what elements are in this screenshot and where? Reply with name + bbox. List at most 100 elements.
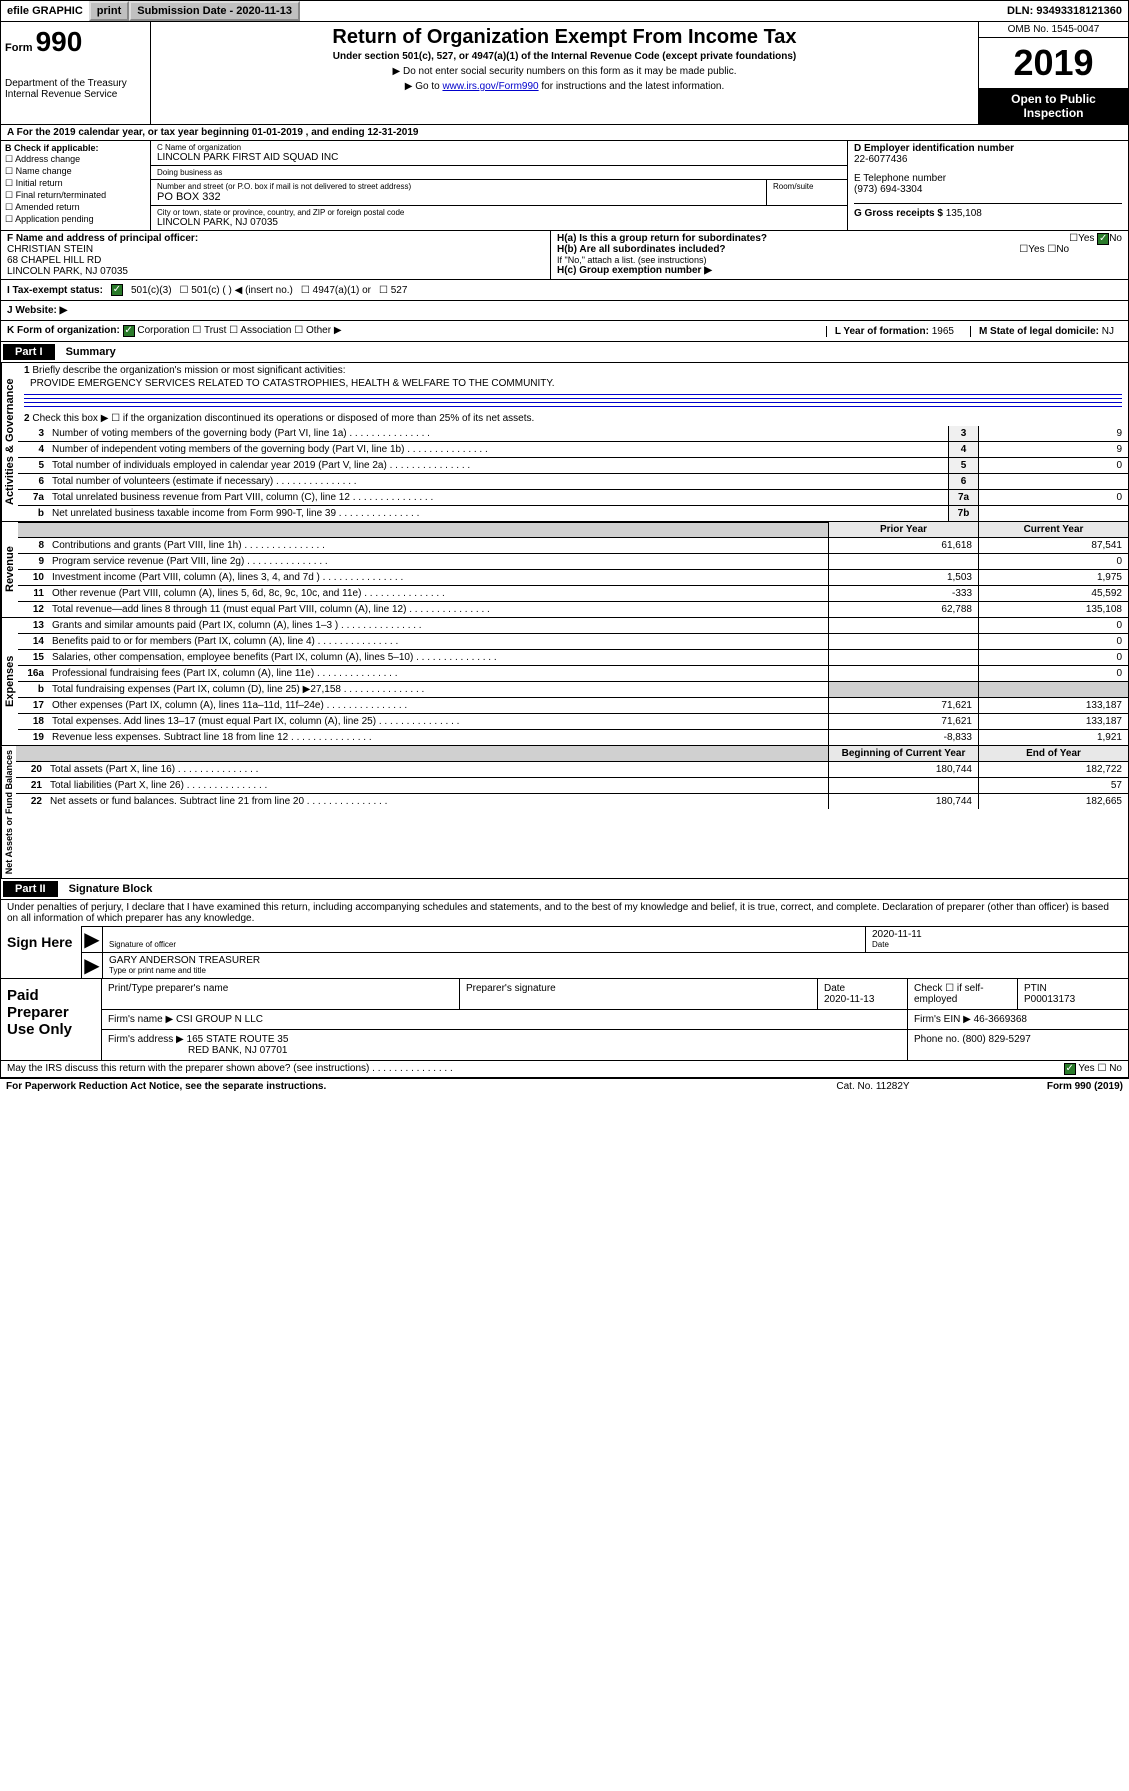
firm-phone: (800) 829-5297 [962,1034,1030,1045]
summary-line: 10 Investment income (Part VIII, column … [18,570,1128,586]
form-title: Return of Organization Exempt From Incom… [155,26,974,49]
ein-value: 22-6077436 [854,154,1122,165]
top-bar: efile GRAPHIC print Submission Date - 20… [0,0,1129,22]
summary-line: 8 Contributions and grants (Part VIII, l… [18,538,1128,554]
summary-line: 4 Number of independent voting members o… [18,442,1128,458]
summary-line: 21 Total liabilities (Part X, line 26) 5… [16,778,1128,794]
phone-row: E Telephone number (973) 694-3304 [854,173,1122,195]
summary-line: 7a Total unrelated business revenue from… [18,490,1128,506]
ptin-value: P00013173 [1024,994,1122,1005]
part2-header-row: Part II Signature Block [0,879,1129,900]
revenue-section: Revenue Prior Year Current Year 8 Contri… [0,522,1129,618]
officer-name-title: GARY ANDERSON TREASURER [109,955,1122,966]
block-h: H(a) Is this a group return for subordin… [551,231,1128,279]
year-formation: 1965 [932,326,954,337]
governance-label: Activities & Governance [1,363,18,521]
check-initial-return[interactable]: ☐ Initial return [5,178,146,189]
print-button[interactable]: print [89,1,129,21]
prior-year-header: Prior Year [828,522,978,537]
officer-addr2: LINCOLN PARK, NJ 07035 [7,266,544,277]
paid-preparer-label: Paid Preparer Use Only [1,979,101,1060]
dln-label: DLN: [1007,5,1033,17]
korg-corp-checkbox[interactable] [123,325,135,337]
summary-line: 3 Number of voting members of the govern… [18,426,1128,442]
street-value: PO BOX 332 [157,191,760,203]
block-b: B Check if applicable: ☐ Address change … [1,141,151,230]
summary-line: 20 Total assets (Part X, line 16) 180,74… [16,762,1128,778]
check-final-return[interactable]: ☐ Final return/terminated [5,190,146,201]
open-public-badge: Open to Public Inspection [979,88,1128,124]
submission-date: 2020-11-13 [236,5,292,17]
self-employed-check[interactable]: Check ☐ if self-employed [908,979,1018,1009]
block-f-row: F Name and address of principal officer:… [0,231,1129,280]
submission-date-button[interactable]: Submission Date - 2020-11-13 [129,1,300,21]
check-amended-return[interactable]: ☐ Amended return [5,202,146,213]
summary-line: 17 Other expenses (Part IX, column (A), … [18,698,1128,714]
tax-status-row: I Tax-exempt status: 501(c)(3) ☐ 501(c) … [0,280,1129,301]
line-2: 2 Check this box ▶ ☐ if the organization… [18,411,1128,426]
officer-addr1: 68 CHAPEL HILL RD [7,255,544,266]
instruction-1: ▶ Do not enter social security numbers o… [155,66,974,77]
block-b-header: B Check if applicable: [5,143,146,153]
sign-here-label: Sign Here [1,926,81,978]
expenses-section: Expenses 13 Grants and similar amounts p… [0,618,1129,746]
org-name-row: C Name of organization LINCOLN PARK FIRS… [151,141,847,166]
ha-no-checkbox[interactable] [1097,233,1109,245]
discuss-yes-checkbox[interactable] [1064,1063,1076,1075]
website-row: J Website: ▶ [0,301,1129,321]
net-header-row: Beginning of Current Year End of Year [16,746,1128,762]
summary-line: 15 Salaries, other compensation, employe… [18,650,1128,666]
period-line: A For the 2019 calendar year, or tax yea… [0,125,1129,141]
form990-link[interactable]: www.irs.gov/Form990 [442,81,538,92]
check-address-change[interactable]: ☐ Address change [5,154,146,165]
line-1: 1 Briefly describe the organization's mi… [18,363,1128,411]
net-assets-label: Net Assets or Fund Balances [1,746,16,878]
summary-line: 6 Total number of volunteers (estimate i… [18,474,1128,490]
summary-line: 9 Program service revenue (Part VIII, li… [18,554,1128,570]
part2-header: Part II [3,881,58,897]
department-label: Department of the Treasury Internal Reve… [5,78,146,100]
firm-addr1: 165 STATE ROUTE 35 [187,1034,289,1045]
city-value: LINCOLN PARK, NJ 07035 [157,217,841,228]
dln-value: 93493318121360 [1036,5,1122,17]
phone-value: (973) 694-3304 [854,184,1122,195]
check-name-change[interactable]: ☐ Name change [5,166,146,177]
submission-label: Submission Date [137,5,226,17]
part1-header-row: Part I Summary [0,342,1129,363]
discuss-row: May the IRS discuss this return with the… [0,1061,1129,1078]
part1-title: Summary [58,346,116,358]
form-header-left: Form 990 Department of the Treasury Inte… [1,22,151,124]
check-application-pending[interactable]: ☐ Application pending [5,214,146,225]
receipts-value: 135,108 [946,208,982,219]
korg-row: K Form of organization: Corporation ☐ Tr… [0,321,1129,342]
summary-line: 12 Total revenue—add lines 8 through 11 … [18,602,1128,617]
header-block-row: B Check if applicable: ☐ Address change … [0,141,1129,231]
form-footer: Form 990 (2019) [973,1081,1123,1092]
status-501c3-checkbox[interactable] [111,284,123,296]
form-subtitle: Under section 501(c), 527, or 4947(a)(1)… [155,51,974,62]
summary-line: 22 Net assets or fund balances. Subtract… [16,794,1128,809]
form-label: Form [5,42,33,54]
footer-row: For Paperwork Reduction Act Notice, see … [0,1078,1129,1094]
revenue-label: Revenue [1,522,18,617]
cat-number: Cat. No. 11282Y [773,1081,973,1092]
room-label: Room/suite [767,180,847,205]
prep-date: 2020-11-13 [824,994,901,1005]
summary-line: 19 Revenue less expenses. Subtract line … [18,730,1128,745]
block-f: F Name and address of principal officer:… [1,231,551,279]
end-year-header: End of Year [978,746,1128,761]
year-header-row: Prior Year Current Year [18,522,1128,538]
mission-text: PROVIDE EMERGENCY SERVICES RELATED TO CA… [24,376,1122,391]
begin-year-header: Beginning of Current Year [828,746,978,761]
sig-arrow-icon: ▶ [82,927,102,952]
net-assets-section: Net Assets or Fund Balances Beginning of… [0,746,1129,879]
summary-line: 11 Other revenue (Part VIII, column (A),… [18,586,1128,602]
hc-label: H(c) Group exemption number ▶ [557,265,1122,276]
summary-line: 13 Grants and similar amounts paid (Part… [18,618,1128,634]
summary-line: 16a Professional fundraising fees (Part … [18,666,1128,682]
officer-name: CHRISTIAN STEIN [7,244,544,255]
state-domicile: NJ [1102,326,1114,337]
paperwork-notice: For Paperwork Reduction Act Notice, see … [6,1081,773,1092]
omb-number: OMB No. 1545-0047 [979,22,1128,38]
signature-block: Under penalties of perjury, I declare th… [0,900,1129,979]
